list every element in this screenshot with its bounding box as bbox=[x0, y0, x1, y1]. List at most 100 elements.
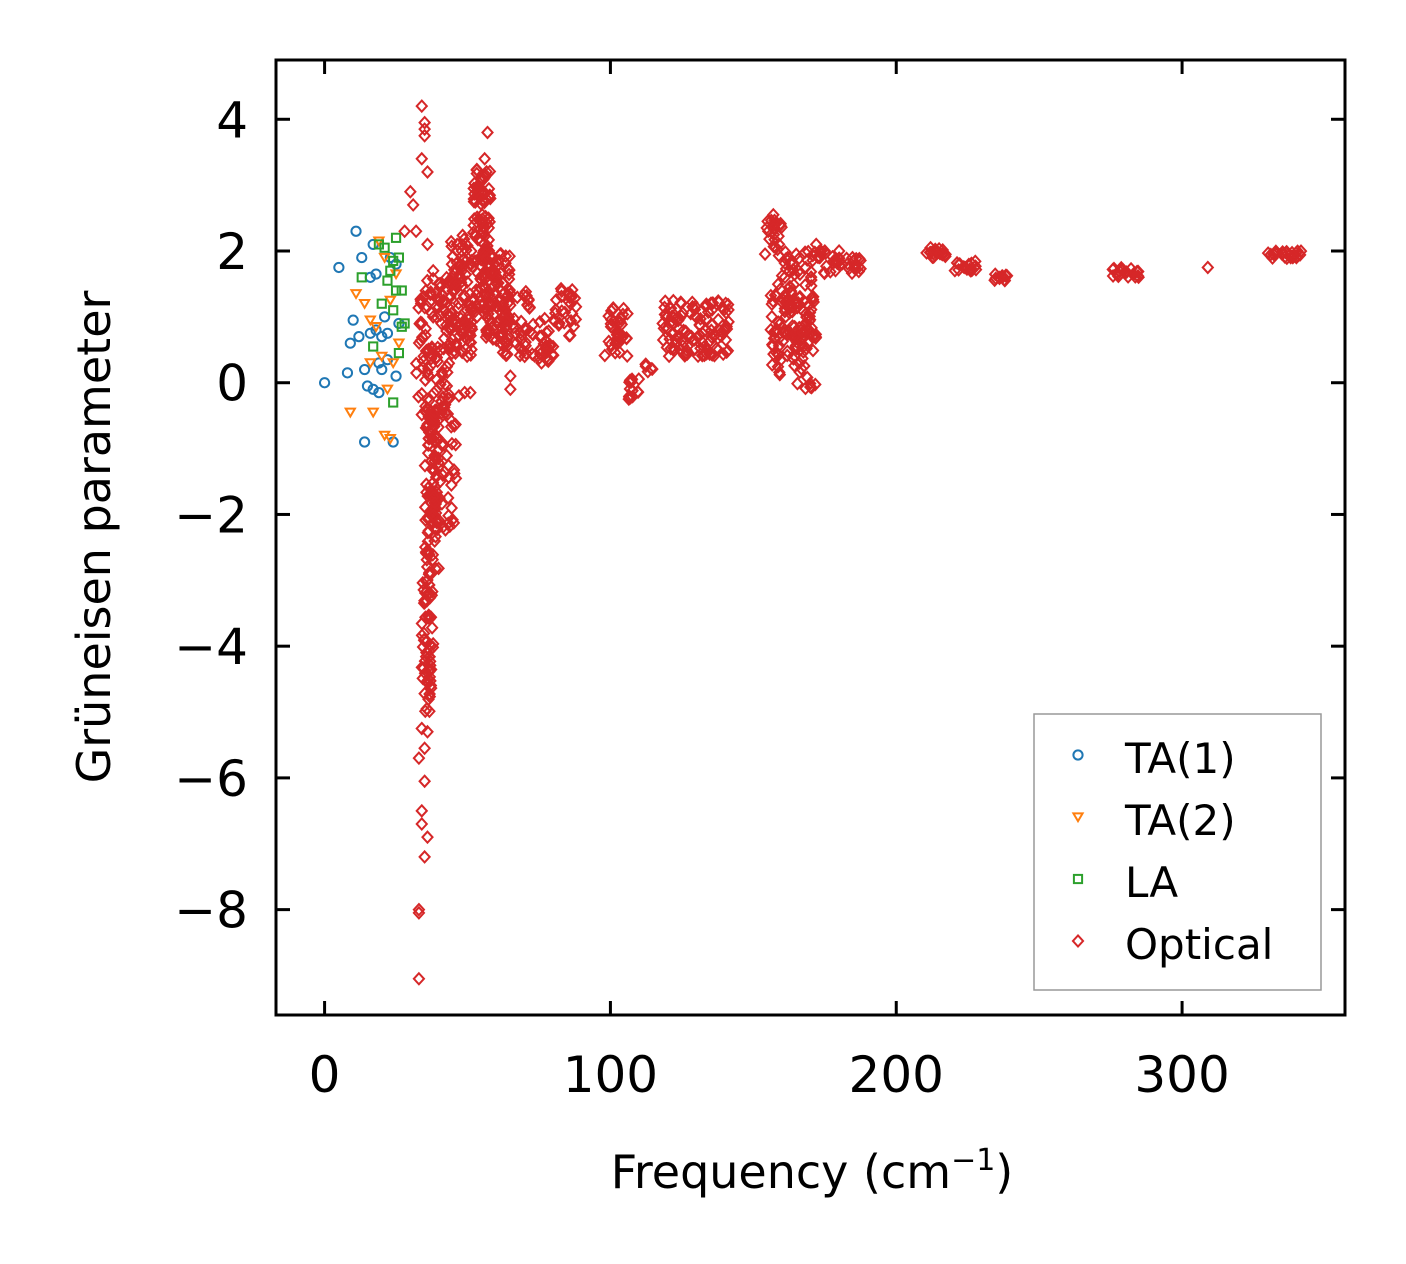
data-point bbox=[370, 324, 382, 336]
data-point bbox=[433, 377, 447, 392]
data-point bbox=[478, 151, 492, 166]
data-point bbox=[419, 513, 432, 528]
data-point bbox=[468, 227, 482, 242]
data-point bbox=[503, 382, 517, 397]
data-point bbox=[1000, 268, 1014, 283]
data-point bbox=[474, 214, 488, 229]
data-point bbox=[786, 351, 800, 366]
data-point bbox=[631, 385, 645, 400]
legend-marker-circle-icon bbox=[1072, 749, 1084, 761]
data-point bbox=[503, 283, 516, 298]
data-point bbox=[764, 288, 778, 303]
data-point bbox=[508, 326, 522, 341]
data-point bbox=[452, 388, 466, 403]
data-point bbox=[482, 311, 496, 326]
data-point bbox=[779, 251, 793, 266]
data-point bbox=[798, 245, 812, 260]
data-point bbox=[426, 263, 440, 278]
data-point bbox=[414, 315, 428, 330]
data-point bbox=[620, 330, 633, 345]
data-point bbox=[425, 342, 439, 357]
data-point bbox=[713, 323, 726, 338]
data-point bbox=[767, 331, 781, 346]
data-point bbox=[818, 266, 831, 281]
data-point bbox=[420, 559, 434, 574]
data-point bbox=[848, 258, 862, 273]
data-point bbox=[356, 251, 368, 264]
data-point bbox=[705, 347, 719, 362]
data-point bbox=[924, 245, 938, 260]
data-point bbox=[781, 295, 795, 310]
data-point bbox=[771, 277, 785, 292]
data-point bbox=[773, 282, 787, 297]
series-ta2 bbox=[343, 236, 406, 445]
data-point bbox=[1131, 264, 1145, 279]
x-tick-label: 100 bbox=[563, 1046, 658, 1104]
data-point bbox=[604, 316, 618, 331]
data-point bbox=[639, 357, 653, 372]
data-point bbox=[760, 220, 774, 235]
data-point bbox=[418, 741, 432, 756]
data-point bbox=[1268, 246, 1282, 261]
data-point bbox=[373, 387, 385, 399]
data-point bbox=[1106, 269, 1120, 284]
y-tick-label: −2 bbox=[174, 486, 248, 544]
data-point bbox=[716, 301, 729, 316]
data-point bbox=[421, 534, 435, 549]
data-point bbox=[426, 547, 440, 562]
data-point bbox=[939, 247, 953, 262]
data-point bbox=[441, 406, 455, 421]
data-point bbox=[498, 313, 512, 328]
data-point bbox=[796, 325, 809, 340]
data-point bbox=[376, 298, 387, 309]
data-point bbox=[449, 437, 463, 452]
data-point bbox=[758, 247, 772, 262]
data-point bbox=[481, 283, 495, 298]
data-point bbox=[427, 464, 441, 479]
legend-marker-diamond bbox=[1071, 934, 1085, 948]
data-point bbox=[624, 374, 638, 389]
data-point bbox=[719, 296, 733, 311]
data-point bbox=[433, 514, 447, 529]
data-point bbox=[423, 687, 436, 702]
data-point bbox=[689, 299, 702, 314]
data-point bbox=[621, 306, 634, 321]
data-point bbox=[367, 383, 379, 395]
data-point bbox=[565, 288, 579, 303]
data-point bbox=[806, 289, 820, 304]
data-point bbox=[996, 269, 1010, 284]
data-point bbox=[421, 361, 435, 376]
data-point bbox=[608, 345, 622, 360]
legend-entry-ta2: TA(2) bbox=[1071, 796, 1236, 845]
data-point bbox=[695, 326, 709, 341]
data-point bbox=[415, 721, 429, 736]
data-point bbox=[705, 296, 719, 311]
data-point bbox=[489, 333, 503, 348]
data-point bbox=[445, 306, 458, 321]
data-point bbox=[535, 355, 548, 370]
data-point bbox=[681, 328, 695, 343]
data-point bbox=[833, 258, 847, 273]
data-point bbox=[418, 128, 432, 143]
data-point bbox=[390, 285, 402, 296]
data-point bbox=[428, 448, 442, 463]
data-point bbox=[425, 340, 439, 355]
data-point bbox=[555, 284, 569, 299]
data-point bbox=[425, 620, 439, 635]
data-point bbox=[412, 905, 426, 920]
data-point bbox=[775, 268, 789, 283]
data-point bbox=[1107, 261, 1121, 276]
data-point bbox=[968, 254, 982, 269]
data-point bbox=[933, 246, 947, 261]
data-point bbox=[447, 344, 461, 359]
data-point bbox=[936, 242, 950, 257]
data-point bbox=[803, 305, 817, 320]
data-point bbox=[1266, 251, 1279, 266]
data-point bbox=[480, 252, 494, 267]
data-point bbox=[418, 540, 432, 555]
data-point bbox=[534, 329, 548, 344]
data-point bbox=[378, 252, 391, 264]
data-point bbox=[444, 321, 458, 336]
data-point bbox=[422, 578, 436, 593]
data-point bbox=[502, 294, 516, 309]
